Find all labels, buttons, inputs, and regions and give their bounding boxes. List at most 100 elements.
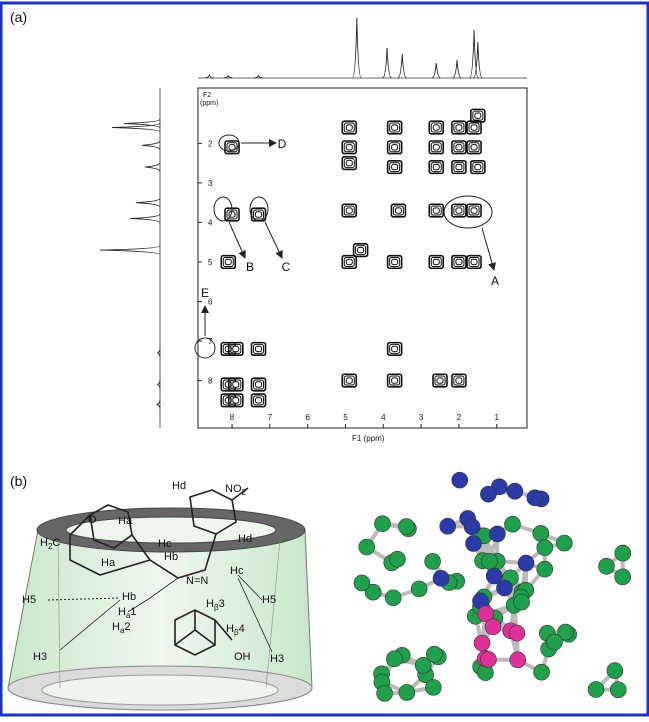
atom-label: H5 (22, 594, 36, 606)
label-text: H (40, 537, 48, 549)
atom (480, 651, 496, 667)
label-after: 4 (239, 623, 245, 635)
panel-label: (b) (10, 473, 27, 489)
label-text: Hb (164, 551, 178, 563)
contour (456, 259, 462, 264)
atom (610, 682, 626, 698)
projection-peak (453, 60, 462, 78)
contour (225, 259, 231, 264)
contour (433, 164, 439, 169)
cross-peak (342, 256, 356, 269)
atom-label: H3 (33, 651, 47, 663)
label-text: H (112, 621, 120, 633)
atom-label: NO2 (225, 483, 247, 497)
cross-peak (452, 161, 466, 174)
label-text: Ha (118, 515, 133, 527)
contour (346, 208, 352, 213)
axis-label: F2 (203, 92, 211, 99)
atom (398, 519, 414, 535)
contour (433, 145, 439, 150)
projection-peak (383, 48, 392, 78)
label-text: Hc (158, 538, 172, 550)
atom (433, 570, 449, 586)
contour (475, 164, 481, 169)
cross-peak (391, 204, 405, 217)
x-tick-label: 8 (230, 413, 235, 422)
atom (480, 486, 496, 502)
atom (359, 539, 375, 555)
contour (346, 160, 352, 165)
label-text: Ha (101, 557, 116, 569)
cross-peak (452, 121, 466, 134)
atom (415, 657, 431, 673)
atom-label: H3 (270, 653, 284, 665)
label-after: 2 (124, 621, 130, 633)
label-text: NO (225, 483, 242, 495)
contour (471, 145, 477, 150)
atom (510, 652, 526, 668)
contour (437, 378, 443, 383)
cross-peak (342, 121, 356, 134)
cross-peak (342, 157, 356, 170)
cross-peak (221, 256, 235, 269)
atom (486, 568, 502, 584)
x-tick-label: 7 (268, 413, 273, 422)
atom (518, 555, 534, 571)
contour (346, 125, 352, 130)
label-text: H3 (270, 653, 284, 665)
atom (386, 651, 402, 667)
projection-peak (100, 246, 160, 255)
contour (392, 378, 398, 383)
contour (256, 212, 262, 217)
projection-peak (136, 198, 160, 207)
contour (456, 145, 462, 150)
atom (504, 516, 520, 532)
panel-label: (a) (10, 9, 27, 25)
contour (358, 247, 364, 252)
atom (533, 525, 549, 541)
contour (233, 382, 239, 387)
annotation-label: C (282, 260, 291, 274)
label-text: Hd (172, 480, 186, 492)
label-text: OH (234, 651, 251, 663)
cross-peak (342, 141, 356, 154)
cross-peak (429, 161, 443, 174)
atom (588, 681, 604, 697)
contour (395, 208, 401, 213)
annotation-label: D (278, 137, 287, 151)
label-text: H5 (22, 594, 36, 606)
atom (399, 684, 415, 700)
cone-base (42, 675, 278, 705)
annotation-label: B (246, 260, 254, 274)
label-after: 1 (130, 606, 136, 618)
x-tick-label: 3 (419, 413, 424, 422)
y-tick-label: 8 (208, 377, 213, 386)
atom-label: Ha (118, 515, 133, 527)
x-tick-label: 5 (343, 413, 348, 422)
contour (346, 145, 352, 150)
atom-label: Hd (172, 480, 186, 492)
x-tick-label: 1 (495, 413, 500, 422)
atom (374, 516, 390, 532)
cross-peak (467, 121, 481, 134)
atom (377, 685, 393, 701)
annotation-arrow (229, 222, 245, 258)
atom (507, 483, 523, 499)
atom (474, 635, 490, 651)
contour (433, 208, 439, 213)
atom (452, 472, 468, 488)
atom (534, 664, 550, 680)
contour (346, 378, 352, 383)
atom (464, 519, 480, 535)
atom (385, 590, 401, 606)
contour (456, 164, 462, 169)
projection-peak (432, 63, 441, 78)
cross-peak (388, 161, 402, 174)
projection-peak (157, 400, 160, 409)
contour (471, 259, 477, 264)
contour (256, 382, 262, 387)
y-tick-label: 2 (208, 139, 213, 148)
label-text: Hc (230, 565, 244, 577)
cross-peak (252, 394, 266, 407)
